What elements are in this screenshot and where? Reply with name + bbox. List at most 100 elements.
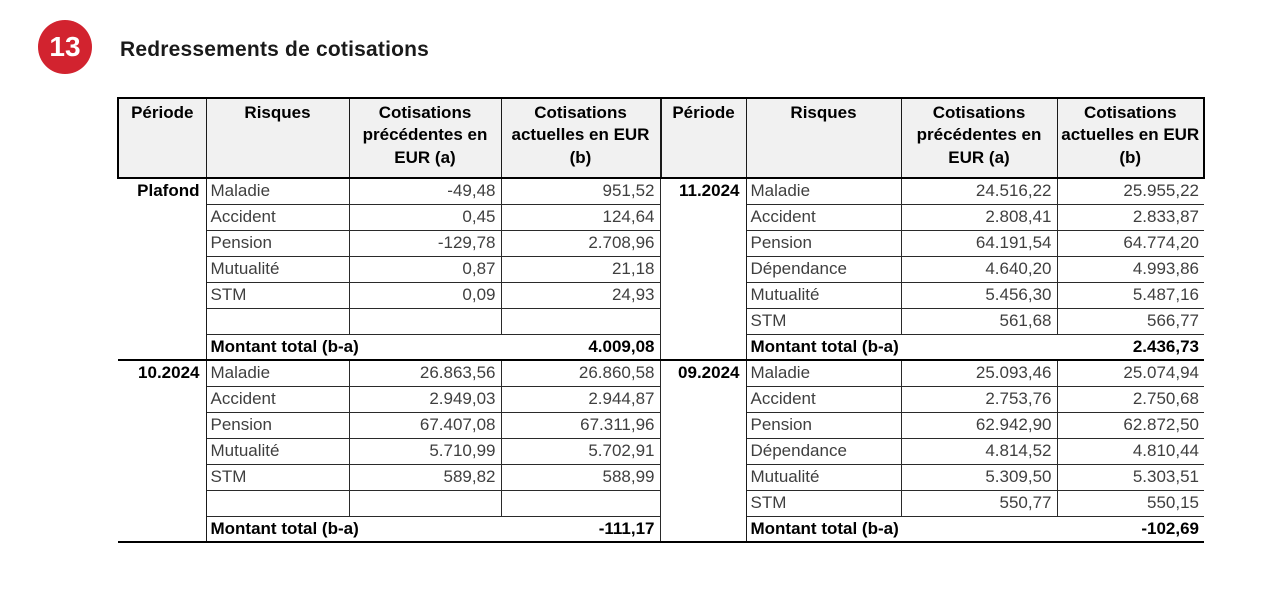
risk-cell: Dépendance	[745, 437, 902, 465]
amount-previous-cell: 0,45	[348, 203, 502, 231]
col-header-cotisations-actuelles: Cotisations actuelles en EUR (b)	[500, 97, 661, 179]
total-row: Montant total (b-a) 2.436,73	[661, 333, 1204, 361]
amount-previous-cell: 24.516,22	[900, 177, 1058, 205]
risk-cell: STM	[745, 489, 902, 517]
amount-previous-cell: 561,68	[900, 307, 1058, 335]
amount-current-cell: 2.750,68	[1056, 385, 1204, 413]
table-row: Dépendance 4.640,20 4.993,86	[661, 255, 1204, 283]
col-header-periode: Période	[117, 97, 207, 179]
amount-previous-cell	[348, 489, 502, 517]
risk-cell: Mutualité	[745, 463, 902, 491]
amount-current-cell: 566,77	[1056, 307, 1204, 335]
amount-current-cell: 25.955,22	[1056, 177, 1204, 205]
amount-previous-cell: -49,48	[348, 177, 502, 205]
amount-previous-cell: 5.456,30	[900, 281, 1058, 309]
amount-current-cell: 4.810,44	[1056, 437, 1204, 465]
period-cell: 09.2024	[661, 360, 747, 543]
risk-cell: Accident	[745, 385, 902, 413]
risk-cell: Maladie	[205, 177, 350, 205]
amount-current-cell: 5.303,51	[1056, 463, 1204, 491]
amount-current-cell: 26.860,58	[500, 359, 661, 387]
amount-current-cell: 24,93	[500, 281, 661, 309]
table-header: Période Risques Cotisations précédentes …	[660, 97, 1205, 179]
amount-previous-cell: 2.753,76	[900, 385, 1058, 413]
risk-cell: Maladie	[205, 359, 350, 387]
period-cell: Plafond	[118, 178, 207, 361]
page-title: Redressements de cotisations	[120, 38, 430, 61]
risk-cell	[205, 307, 350, 335]
amount-previous-cell: 26.863,56	[348, 359, 502, 387]
amount-previous-cell: 0,87	[348, 255, 502, 283]
amount-previous-cell: 4.814,52	[900, 437, 1058, 465]
table-row: Plafond Maladie -49,48 951,52	[118, 177, 661, 361]
risk-cell: Dépendance	[745, 255, 902, 283]
period-cell: 10.2024	[118, 360, 207, 543]
amount-current-cell: 588,99	[500, 463, 661, 491]
total-label-cell: Montant total (b-a)	[745, 515, 1057, 543]
amount-current-cell: 62.872,50	[1056, 411, 1204, 439]
amount-previous-cell: 25.093,46	[900, 359, 1058, 387]
tables-wrapper: Période Risques Cotisations précédentes …	[117, 97, 1205, 543]
amount-previous-cell: 2.808,41	[900, 203, 1058, 231]
table-row: Dépendance 4.814,52 4.810,44	[661, 437, 1204, 465]
total-value-cell: -102,69	[1057, 515, 1204, 543]
total-row: Montant total (b-a) 4.009,08	[118, 333, 661, 361]
table-row: 11.2024 Maladie 24.516,22 25.955,22	[661, 177, 1204, 361]
contributions-table-left: Période Risques Cotisations précédentes …	[117, 97, 661, 543]
total-row: Montant total (b-a) -111,17	[118, 515, 661, 543]
table-row: Pension -129,78 2.708,96	[118, 229, 661, 257]
risk-cell: STM	[205, 281, 350, 309]
amount-previous-cell: 64.191,54	[900, 229, 1058, 257]
section-heading: 13 Redressements de cotisations	[38, 20, 429, 74]
amount-previous-cell: 589,82	[348, 463, 502, 491]
table-row: 10.2024 Maladie 26.863,56 26.860,58	[118, 359, 661, 543]
risk-cell: Mutualité	[745, 281, 902, 309]
amount-previous-cell: 550,77	[900, 489, 1058, 517]
table-row: Pension 67.407,08 67.311,96	[118, 411, 661, 439]
risk-cell: STM	[205, 463, 350, 491]
risk-cell: STM	[745, 307, 902, 335]
col-header-cotisations-actuelles: Cotisations actuelles en EUR (b)	[1056, 97, 1205, 179]
col-header-risques: Risques	[205, 97, 350, 179]
risk-cell: Maladie	[745, 359, 902, 387]
amount-previous-cell: 62.942,90	[900, 411, 1058, 439]
table-row: Mutualité 0,87 21,18	[118, 255, 661, 283]
risk-cell: Pension	[745, 229, 902, 257]
amount-current-cell: 67.311,96	[500, 411, 661, 439]
section-number-badge: 13	[38, 20, 92, 74]
risk-cell: Mutualité	[205, 437, 350, 465]
col-header-cotisations-precedentes: Cotisations précédentes en EUR (a)	[900, 97, 1058, 179]
amount-current-cell: 124,64	[500, 203, 661, 231]
amount-current-cell: 2.833,87	[1056, 203, 1204, 231]
table-row: 09.2024 Maladie 25.093,46 25.074,94	[661, 359, 1204, 543]
risk-cell	[205, 489, 350, 517]
amount-current-cell: 2.708,96	[500, 229, 661, 257]
amount-previous-cell: 67.407,08	[348, 411, 502, 439]
total-row: Montant total (b-a) -102,69	[661, 515, 1204, 543]
contributions-table-right: Période Risques Cotisations précédentes …	[660, 97, 1205, 543]
table-body: 11.2024 Maladie 24.516,22 25.955,22 Accident…	[661, 177, 1204, 543]
risk-cell: Pension	[205, 411, 350, 439]
amount-previous-cell: 0,09	[348, 281, 502, 309]
amount-current-cell: 5.702,91	[500, 437, 661, 465]
amount-current-cell	[500, 307, 661, 335]
table-header: Période Risques Cotisations précédentes …	[117, 97, 661, 179]
risk-cell: Pension	[205, 229, 350, 257]
amount-current-cell: 25.074,94	[1056, 359, 1204, 387]
col-header-cotisations-precedentes: Cotisations précédentes en EUR (a)	[348, 97, 502, 179]
risk-cell: Accident	[205, 385, 350, 413]
risk-cell: Accident	[205, 203, 350, 231]
amount-current-cell: 550,15	[1056, 489, 1204, 517]
total-label-cell: Montant total (b-a)	[205, 515, 501, 543]
amount-current-cell: 4.993,86	[1056, 255, 1204, 283]
risk-cell: Pension	[745, 411, 902, 439]
risk-cell: Accident	[745, 203, 902, 231]
period-cell: 11.2024	[661, 178, 747, 361]
total-value-cell: 4.009,08	[501, 333, 661, 361]
risk-cell: Maladie	[745, 177, 902, 205]
amount-current-cell: 951,52	[500, 177, 661, 205]
table-row: Pension 64.191,54 64.774,20	[661, 229, 1204, 257]
amount-previous-cell: -129,78	[348, 229, 502, 257]
amount-current-cell: 21,18	[500, 255, 661, 283]
